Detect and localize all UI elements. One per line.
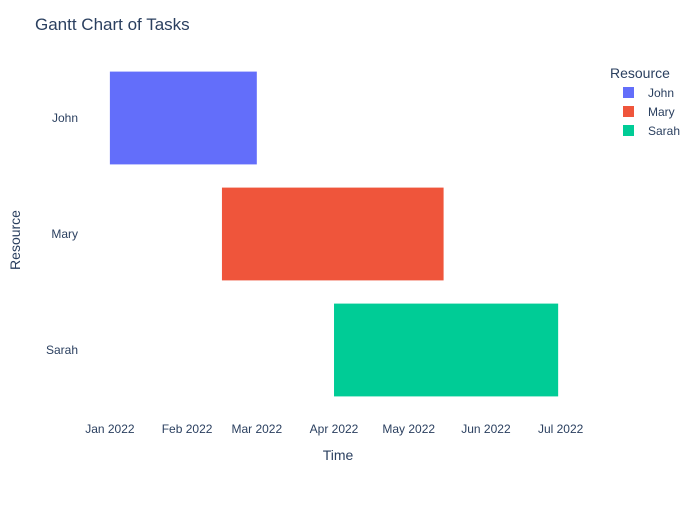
legend-label-mary: Mary (648, 105, 675, 119)
gantt-bar-sarah (334, 303, 559, 397)
legend-swatch-mary (623, 106, 634, 117)
legend-title: Resource (610, 65, 670, 81)
legend-swatch-sarah (623, 125, 634, 136)
x-tick-label: Apr 2022 (310, 422, 359, 436)
legend-swatch-john (623, 87, 634, 98)
gantt-bar-mary (221, 187, 444, 281)
legend: Resource John Mary Sarah (610, 65, 680, 138)
legend-label-sarah: Sarah (648, 124, 680, 138)
x-tick-label: Jul 2022 (538, 422, 584, 436)
x-tick-label: Jun 2022 (461, 422, 511, 436)
legend-label-john: John (648, 86, 674, 100)
y-tick-label: Sarah (46, 343, 78, 357)
x-tick-label: Feb 2022 (162, 422, 213, 436)
y-axis-title: Resource (7, 210, 23, 270)
x-axis-title: Time (323, 447, 354, 463)
y-tick-labels: John Mary Sarah (46, 111, 78, 357)
chart-title: Gantt Chart of Tasks (35, 15, 190, 34)
x-tick-label: May 2022 (382, 422, 435, 436)
x-tick-label: Jan 2022 (85, 422, 135, 436)
gantt-bar-john (109, 71, 257, 165)
y-tick-label: Mary (51, 227, 78, 241)
bars-layer (109, 71, 559, 397)
y-tick-label: John (52, 111, 78, 125)
x-tick-labels: Jan 2022 Feb 2022 Mar 2022 Apr 2022 May 2022… (85, 422, 583, 436)
legend-items: John Mary Sarah (623, 86, 680, 138)
x-tick-label: Mar 2022 (231, 422, 282, 436)
